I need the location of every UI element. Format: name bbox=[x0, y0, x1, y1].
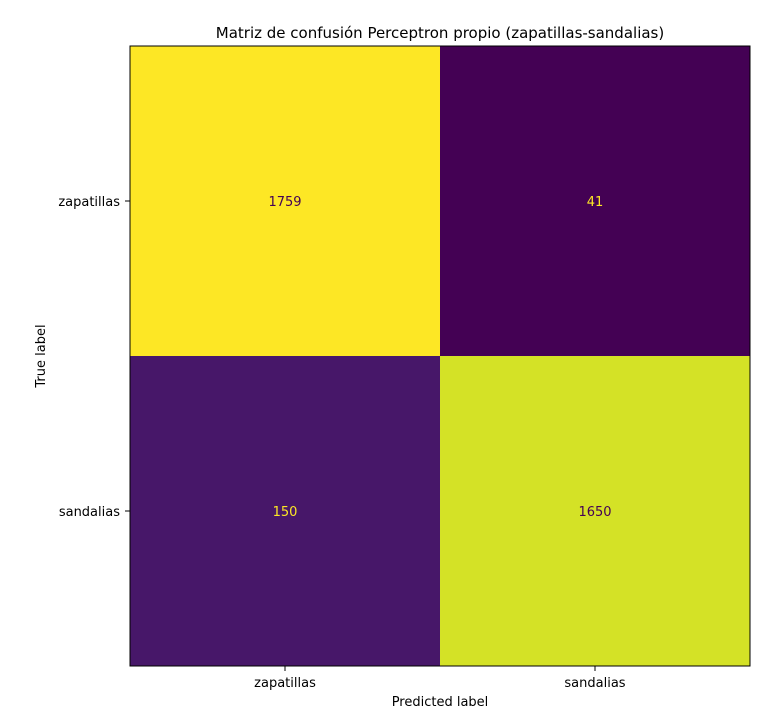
matrix-cell-0-1 bbox=[440, 46, 750, 356]
matrix-cell-1-1 bbox=[440, 356, 750, 666]
plot-frame bbox=[129, 45, 751, 667]
cell-value-0-0: 1759 bbox=[268, 195, 301, 210]
y-tick-label-0: zapatillas bbox=[58, 195, 120, 210]
matrix-cells bbox=[130, 46, 750, 666]
matrix-cell-0-0 bbox=[130, 46, 440, 356]
cell-value-1-0: 150 bbox=[273, 505, 298, 520]
y-tick-label-1: sandalias bbox=[59, 505, 120, 520]
chart-title: Matriz de confusión Perceptron propio (z… bbox=[216, 24, 664, 42]
y-axis-ticks: zapatillas sandalias bbox=[58, 195, 130, 520]
x-axis-label: Predicted label bbox=[392, 695, 489, 710]
x-axis-ticks: zapatillas sandalias bbox=[254, 666, 626, 691]
cell-value-0-1: 41 bbox=[587, 195, 604, 210]
cell-value-1-1: 1650 bbox=[578, 505, 611, 520]
x-tick-label-0: zapatillas bbox=[254, 676, 316, 691]
matrix-cell-1-0 bbox=[130, 356, 440, 666]
y-axis-label: True label bbox=[34, 324, 49, 388]
x-tick-label-1: sandalias bbox=[564, 676, 625, 691]
matrix-cell-labels: 1759 41 150 1650 bbox=[268, 195, 611, 520]
